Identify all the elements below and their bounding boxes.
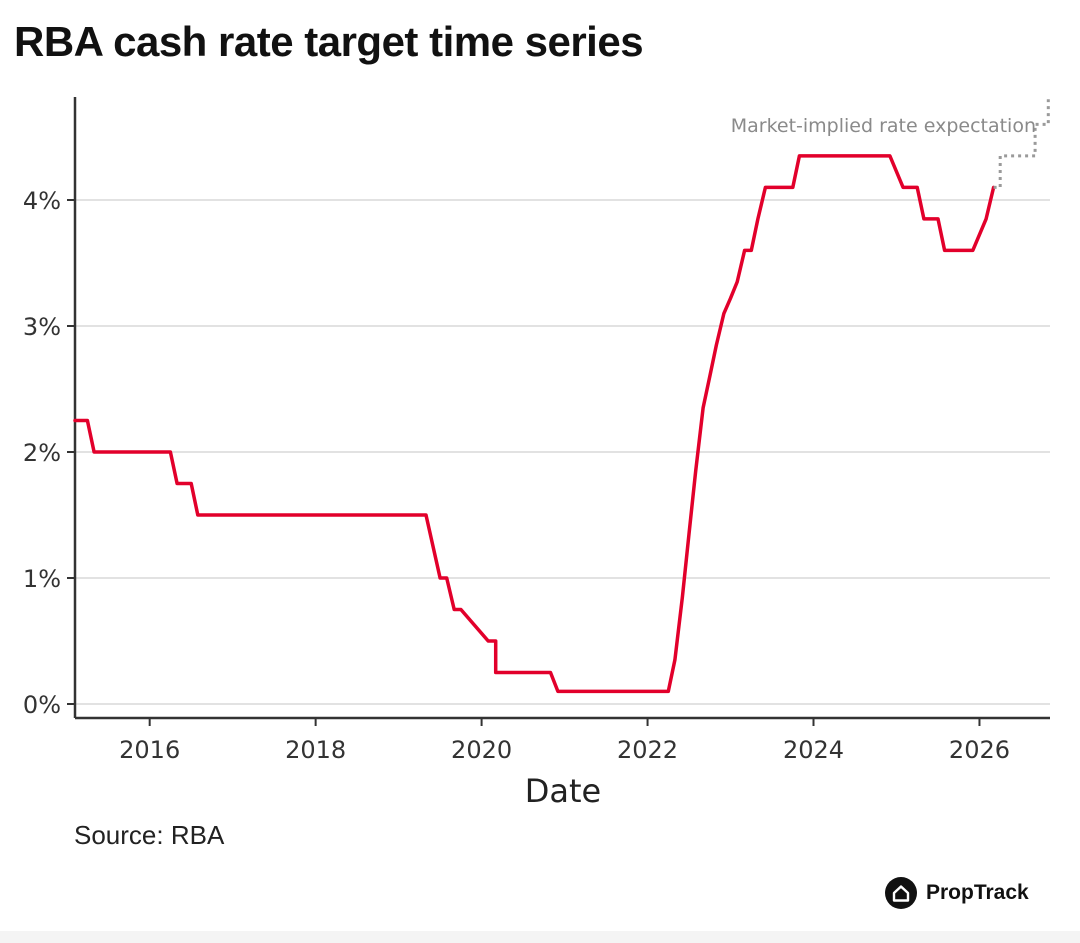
y-tick-label-0: 0% [23, 691, 61, 719]
source-note: Source: RBA [74, 820, 225, 850]
axes [73, 97, 1050, 720]
x-tick-label-5: 2026 [949, 736, 1010, 764]
y-tick-label-4: 4% [23, 187, 61, 215]
brand-logo: PropTrack [884, 876, 1029, 910]
x-tick-label-2: 2020 [451, 736, 512, 764]
x-axis-ticks: 2016 2018 2020 2022 2024 2026 [119, 718, 1010, 764]
cash-rate-series-line [73, 154, 996, 694]
proptrack-house-logo-icon [885, 877, 917, 909]
footer-strip [0, 931, 1080, 943]
x-tick-label-3: 2022 [617, 736, 678, 764]
series-lines [73, 99, 1050, 694]
x-tick-label-4: 2024 [783, 736, 844, 764]
y-tick-label-3: 3% [23, 313, 61, 341]
gridlines [75, 199, 1050, 705]
x-axis-title: Date [525, 772, 601, 810]
y-tick-label-2: 2% [23, 439, 61, 467]
x-tick-label-0: 2016 [119, 736, 180, 764]
y-tick-label-1: 1% [23, 565, 61, 593]
market-expectation-annotation: Market-implied rate expectation [731, 115, 1036, 137]
expectation-series-line [993, 99, 1050, 189]
brand-name: PropTrack [926, 881, 1029, 904]
y-axis-ticks: 0% 1% 2% 3% 4% [23, 187, 75, 719]
x-tick-label-1: 2018 [285, 736, 346, 764]
chart-title: RBA cash rate target time series [14, 18, 644, 65]
